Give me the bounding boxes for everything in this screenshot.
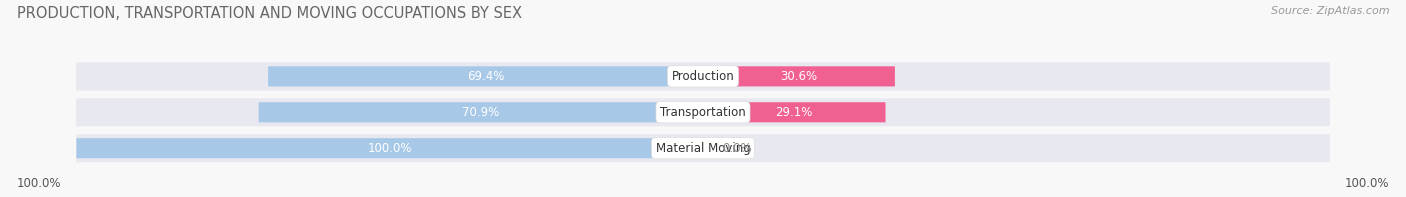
Text: Transportation: Transportation — [661, 106, 745, 119]
FancyBboxPatch shape — [259, 102, 703, 122]
Text: PRODUCTION, TRANSPORTATION AND MOVING OCCUPATIONS BY SEX: PRODUCTION, TRANSPORTATION AND MOVING OC… — [17, 6, 522, 21]
FancyBboxPatch shape — [703, 102, 886, 122]
Text: Material Moving: Material Moving — [655, 142, 751, 155]
Text: 100.0%: 100.0% — [367, 142, 412, 155]
Text: 100.0%: 100.0% — [1344, 177, 1389, 190]
FancyBboxPatch shape — [76, 138, 703, 158]
Text: 69.4%: 69.4% — [467, 70, 505, 83]
Text: 100.0%: 100.0% — [17, 177, 62, 190]
Text: 30.6%: 30.6% — [780, 70, 817, 83]
Text: Source: ZipAtlas.com: Source: ZipAtlas.com — [1271, 6, 1389, 16]
FancyBboxPatch shape — [76, 134, 1330, 162]
Text: Production: Production — [672, 70, 734, 83]
Text: 70.9%: 70.9% — [463, 106, 499, 119]
FancyBboxPatch shape — [703, 66, 894, 86]
FancyBboxPatch shape — [76, 98, 1330, 126]
FancyBboxPatch shape — [269, 66, 703, 86]
Text: 29.1%: 29.1% — [776, 106, 813, 119]
Text: 0.0%: 0.0% — [721, 142, 751, 155]
FancyBboxPatch shape — [76, 62, 1330, 90]
